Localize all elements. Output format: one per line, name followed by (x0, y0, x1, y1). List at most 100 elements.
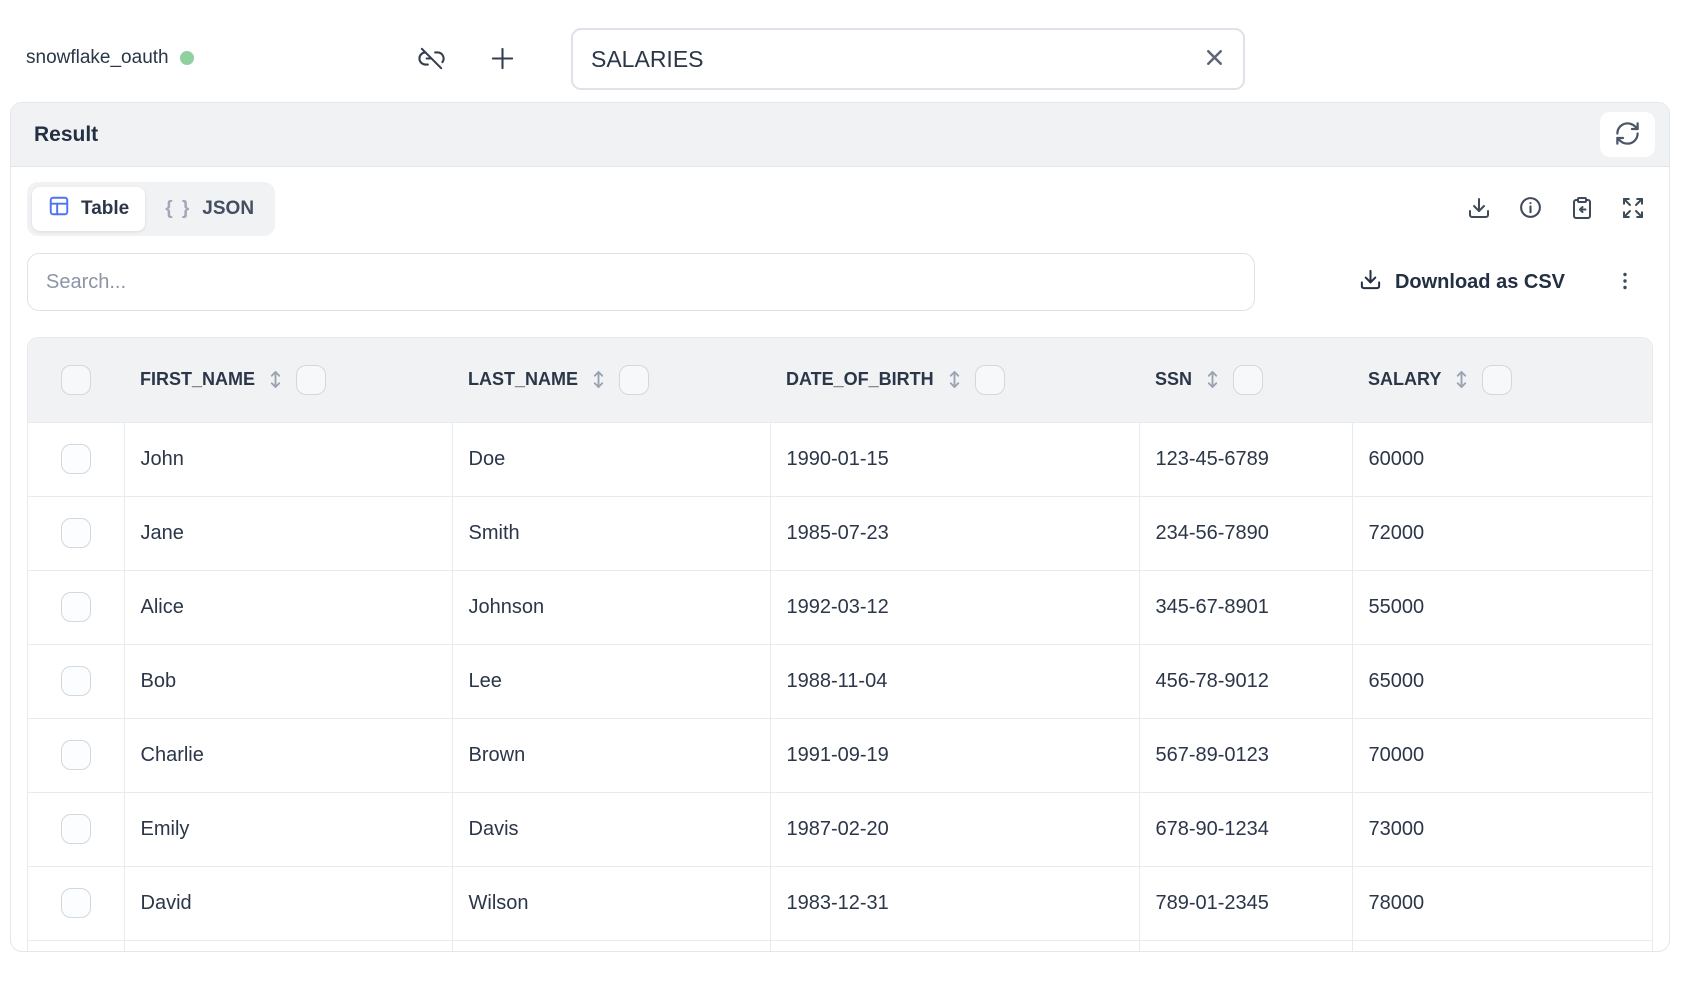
table-cell: Emily (123, 791, 452, 866)
table-body: John Doe 1990-01-15 123-45-6789 60000 Jane Smi… (28, 421, 1652, 951)
row-checkbox[interactable] (60, 814, 91, 844)
connection-topbar: snowflake_oauth (0, 0, 1682, 102)
table-cell: 1985-07-23 (769, 495, 1139, 570)
table-cell: Lee (451, 643, 770, 718)
column-label: FIRST_NAME (140, 369, 256, 390)
kebab-menu-icon (1613, 269, 1637, 296)
tab-table[interactable]: Table (32, 187, 146, 231)
select-all-checkbox[interactable] (61, 364, 91, 395)
table-cell: 234-56-7890 (1138, 495, 1352, 570)
column-select-checkbox[interactable] (619, 364, 650, 395)
sort-icon[interactable] (947, 368, 962, 391)
search-row: Download as CSV (27, 253, 1653, 311)
row-checkbox[interactable] (60, 666, 91, 696)
table-cell: Brown (451, 717, 770, 792)
row-checkbox[interactable] (60, 888, 91, 918)
table-row: Emily Davis 1987-02-20 678-90-1234 73000 (28, 791, 1652, 866)
add-connection-button[interactable] (486, 42, 519, 78)
table-row: Bob Lee 1988-11-04 456-78-9012 65000 (28, 643, 1652, 718)
plus-icon (486, 42, 519, 78)
braces-icon: { } (165, 198, 192, 219)
row-checkbox-cell (28, 865, 124, 940)
expand-result-button[interactable] (1621, 196, 1645, 223)
table-cell: 567-89-0123 (1138, 717, 1352, 792)
table-cell: 345-67-8901 (1138, 569, 1352, 644)
table-cell: David (123, 865, 452, 940)
column-label: SSN (1155, 369, 1193, 390)
result-panel: Result (10, 102, 1670, 952)
connection-name: snowflake_oauth (26, 47, 169, 68)
column-label: SALARY (1368, 369, 1442, 390)
result-table-wrap: FIRST_NAME LAST_NAME DATE_OF_BIRTH SSN SALAR… (27, 337, 1653, 951)
column-header-first_name: FIRST_NAME (124, 338, 452, 422)
clear-table-name-button[interactable] (1202, 45, 1227, 73)
table-cell: 72000 (1351, 495, 1652, 570)
column-label: DATE_OF_BIRTH (786, 369, 934, 390)
table-icon (48, 195, 70, 223)
table-row: David Wilson 1983-12-31 789-01-2345 78000 (28, 865, 1652, 940)
table-cell: Bob (123, 643, 452, 718)
table-row: Charlie Brown 1991-09-19 567-89-0123 70000 (28, 717, 1652, 792)
table-cell: 1988-11-04 (769, 643, 1139, 718)
result-table: FIRST_NAME LAST_NAME DATE_OF_BIRTH SSN SALAR… (28, 338, 1652, 951)
row-checkbox[interactable] (60, 592, 91, 622)
result-info-button[interactable] (1518, 195, 1543, 223)
tab-json-label: JSON (202, 198, 255, 219)
table-cell: 1987-02-20 (769, 791, 1139, 866)
sort-icon[interactable] (268, 368, 283, 391)
sort-icon[interactable] (1454, 368, 1469, 391)
tab-json[interactable]: { } JSON (149, 190, 270, 228)
row-checkbox-cell (28, 495, 124, 570)
column-header-salary: SALARY (1352, 338, 1652, 422)
table-cell: 123-45-6789 (1138, 421, 1352, 496)
download-csv-button[interactable]: Download as CSV (1353, 267, 1571, 298)
table-cell: 73000 (1351, 791, 1652, 866)
connection-status-dot (179, 51, 194, 65)
column-select-checkbox[interactable] (974, 364, 1005, 395)
expand-icon (1621, 196, 1645, 223)
table-header-row: FIRST_NAME LAST_NAME DATE_OF_BIRTH SSN SALAR… (28, 338, 1652, 422)
table-name-input[interactable] (573, 45, 1202, 73)
row-checkbox[interactable] (60, 518, 91, 548)
table-cell: Charlie (123, 717, 452, 792)
row-checkbox[interactable] (60, 444, 91, 474)
table-cell: John (123, 421, 452, 496)
table-row: Jane Smith 1985-07-23 234-56-7890 72000 (28, 495, 1652, 570)
sort-icon[interactable] (591, 368, 606, 391)
table-cell: 678-90-1234 (1138, 791, 1352, 866)
row-checkbox-cell (28, 569, 124, 644)
download-csv-label: Download as CSV (1394, 270, 1565, 293)
result-panel-body: Table { } JSON (11, 167, 1669, 951)
table-cell: 1991-09-19 (769, 717, 1139, 792)
table-cell: Alice (123, 569, 452, 644)
column-select-checkbox[interactable] (1233, 364, 1264, 395)
row-checkbox-cell (28, 791, 124, 866)
refresh-button[interactable] (1600, 112, 1655, 157)
more-options-button[interactable] (1613, 269, 1637, 296)
link-off-icon (417, 44, 446, 76)
view-toolbar: Table { } JSON (27, 182, 1653, 236)
column-select-checkbox[interactable] (296, 364, 327, 395)
table-cell: Johnson (451, 569, 770, 644)
row-checkbox[interactable] (60, 740, 91, 770)
result-tool-icons (1467, 195, 1653, 223)
result-panel-header: Result (11, 103, 1669, 167)
download-result-button[interactable] (1467, 196, 1491, 223)
table-cell: Jane (123, 495, 452, 570)
row-checkbox-cell (28, 717, 124, 792)
column-header-last_name: LAST_NAME (452, 338, 770, 422)
table-cell: 60000 (1351, 421, 1652, 496)
table-cell: 1983-12-31 (769, 865, 1139, 940)
disconnect-button[interactable] (417, 44, 446, 76)
table-row: Alice Johnson 1992-03-12 345-67-8901 55000 (28, 569, 1652, 644)
copy-to-clipboard-button[interactable] (1570, 196, 1594, 223)
table-cell: Davis (451, 791, 770, 866)
table-cell: 1992-03-12 (769, 569, 1139, 644)
refresh-icon (1614, 120, 1641, 150)
table-row: John Doe 1990-01-15 123-45-6789 60000 (28, 421, 1652, 496)
column-select-checkbox[interactable] (1482, 364, 1513, 395)
search-input[interactable] (27, 253, 1255, 311)
column-header-ssn: SSN (1139, 338, 1352, 422)
sort-icon[interactable] (1205, 368, 1220, 391)
table-row-partial (28, 939, 1652, 951)
